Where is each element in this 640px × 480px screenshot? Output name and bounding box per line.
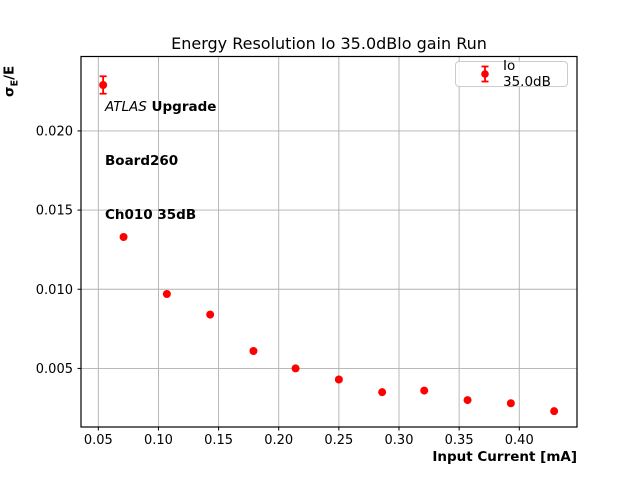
data-point bbox=[206, 310, 215, 319]
data-point bbox=[378, 388, 387, 397]
data-point bbox=[463, 396, 472, 405]
x-tick-label: 0.35 bbox=[445, 433, 474, 448]
x-tick-label: 0.10 bbox=[144, 433, 173, 448]
data-point bbox=[506, 399, 515, 408]
annotation-upgrade: Upgrade bbox=[146, 99, 217, 115]
legend-label: Io 35.0dB bbox=[503, 58, 551, 90]
data-point bbox=[99, 81, 108, 89]
annotation-line-1: ATLAS Upgrade bbox=[105, 98, 216, 116]
legend-errorbar-marker-icon bbox=[481, 65, 489, 83]
y-tick-label: 0.005 bbox=[36, 362, 73, 377]
data-point bbox=[420, 386, 429, 395]
x-tick-label: 0.40 bbox=[505, 433, 534, 448]
data-point bbox=[249, 347, 258, 355]
data-point bbox=[119, 233, 128, 241]
y-axis-label: σE/E bbox=[1, 65, 21, 97]
data-point bbox=[550, 407, 559, 416]
x-tick-label: 0.20 bbox=[264, 433, 293, 448]
y-tick-label: 0.020 bbox=[36, 124, 73, 139]
chart-title: Energy Resolution Io 35.0dBlo gain Run bbox=[171, 34, 487, 53]
annotation: ATLAS Upgrade Board260 Ch010 35dB bbox=[105, 62, 216, 260]
y-tick-label: 0.015 bbox=[36, 204, 73, 219]
data-point bbox=[334, 375, 343, 384]
data-point bbox=[291, 364, 300, 373]
annotation-atlas: ATLAS bbox=[105, 99, 147, 115]
x-tick-label: 0.05 bbox=[84, 433, 113, 448]
data-point bbox=[162, 290, 171, 298]
plot-border bbox=[80, 55, 578, 428]
legend: Io 35.0dB bbox=[455, 58, 568, 90]
x-tick-label: 0.15 bbox=[204, 433, 233, 448]
x-axis-label: Input Current [mA] bbox=[432, 449, 577, 465]
x-tick-label: 0.30 bbox=[385, 433, 414, 448]
x-tick-label: 0.25 bbox=[324, 433, 353, 448]
y-tick-label: 0.010 bbox=[36, 283, 73, 298]
annotation-line-2: Board260 bbox=[105, 153, 179, 169]
annotation-line-3: Ch010 35dB bbox=[105, 207, 197, 223]
